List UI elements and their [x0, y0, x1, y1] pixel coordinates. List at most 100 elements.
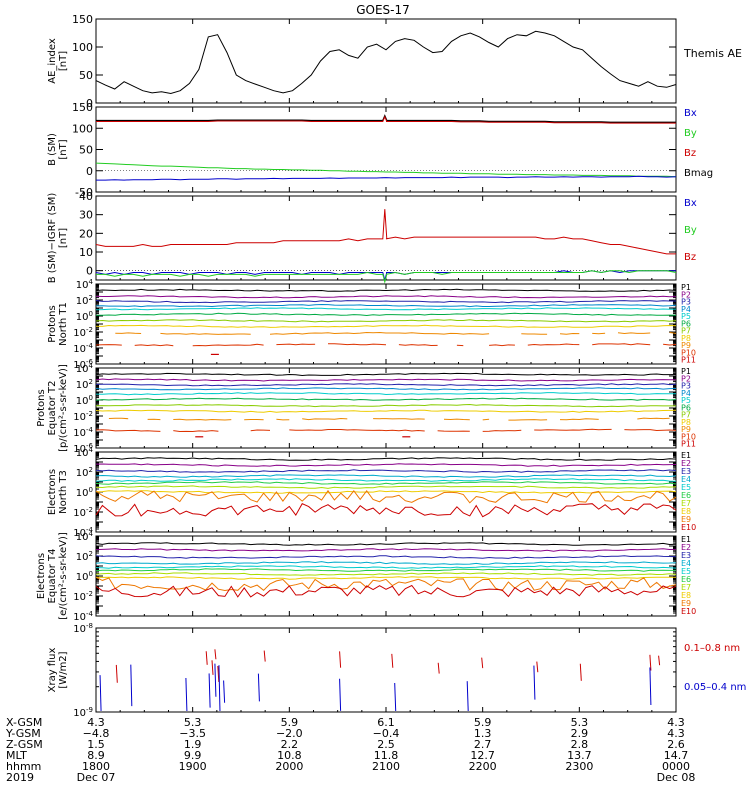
y-tick-label: 104 [76, 362, 94, 375]
channel-line-p9 [373, 418, 425, 420]
y-tick-label: 10-2 [73, 410, 93, 423]
axis-row-label: Y-GSM [5, 727, 41, 740]
axis-cell: 14.7 [664, 749, 689, 762]
legend-entry: 0.05–0.4 nm [684, 682, 746, 693]
xray-long-segment [391, 653, 394, 668]
legend-entry-p7: P7 [681, 327, 691, 336]
channel-line-p2 [95, 378, 677, 382]
y-tick-label: 10-9 [73, 706, 93, 719]
axis-cell: 11.8 [374, 749, 399, 762]
legend-entry-p8: P8 [681, 334, 691, 343]
y-tick-label: 100 [72, 122, 93, 135]
y-tick-label: 10-2 [73, 590, 93, 603]
y-tick-label: 10-2 [73, 506, 93, 519]
channel-line-p3 [95, 300, 676, 304]
legend-entry: Bz [684, 252, 696, 263]
channel-line-p10 [289, 429, 425, 432]
channel-line-p10 [489, 344, 515, 347]
legend-entry-e2: E2 [681, 459, 691, 468]
panel-7: Electrons Equator T4 [e/(cm²-s-sr-keV)] 104… [36, 530, 696, 623]
channel-line-p10 [95, 344, 122, 346]
channel-line-e9 [95, 489, 677, 504]
axis-cell: 2100 [372, 760, 400, 773]
axis-cell: 1800 [82, 760, 110, 773]
channel-line-p10 [192, 343, 264, 347]
xray-short-segment [214, 663, 217, 697]
axis-cell: 6.1 [377, 716, 395, 729]
xray-long-segment [579, 663, 582, 681]
legend: Themis AE [683, 47, 742, 60]
axis-cell: 2.2 [281, 738, 299, 751]
channel-line-p7 [95, 319, 677, 323]
channel-line-p1 [95, 288, 677, 292]
channel-line-e1 [95, 542, 677, 546]
channel-line-p10 [173, 430, 219, 433]
axis-cell: 5.3 [571, 716, 589, 729]
channel-line-p10 [276, 343, 316, 346]
legend-entry-e7: E7 [681, 583, 691, 592]
legend-entry-p3: P3 [681, 298, 691, 307]
legend-entry-p3: P3 [681, 382, 691, 391]
channel-line-p9 [160, 332, 251, 335]
axis-cell: −4.8 [83, 727, 110, 740]
y-axis-label: North T3 [58, 470, 69, 514]
series-line-bx [96, 175, 677, 181]
axis-cell: 2.7 [474, 738, 492, 751]
channel-line-p6 [95, 397, 677, 401]
y-axis-label: North T1 [58, 302, 69, 346]
y-tick-label: 0 [86, 265, 93, 278]
y-tick-label: 100 [76, 310, 93, 323]
xray-long-segment [437, 662, 440, 674]
y-tick-label: 102 [76, 294, 93, 307]
panel-3: B (SM)−IGRF (SM) [nT] 0 10 20 30 40 Bx By Bz [47, 190, 697, 284]
axis-cell: 4.3 [87, 716, 105, 729]
axis-cell: 13.7 [567, 749, 592, 762]
channel-line-e8 [95, 490, 677, 494]
legend-entry: 0.1–0.8 nm [684, 643, 740, 654]
channel-line-p6 [95, 312, 677, 317]
channel-line-e10 [95, 584, 677, 598]
axis-cell: Dec 07 [77, 771, 116, 784]
axis-cell: 4.3 [667, 727, 685, 740]
channel-line-p9 [617, 332, 651, 335]
legend-entry-e9: E9 [681, 515, 691, 524]
channel-line-p10 [482, 429, 522, 432]
y-axis-label: Protons [47, 305, 58, 342]
y-tick-label: 100 [76, 486, 93, 499]
channel-line-p5 [95, 307, 677, 311]
axis-cell: 8.9 [87, 749, 105, 762]
legend-entry-p2: P2 [681, 290, 691, 299]
y-tick-label: 0 [86, 97, 93, 110]
legend-entry-p4: P4 [681, 389, 691, 398]
legend-entry-p8: P8 [681, 418, 691, 427]
xray-long-segment [214, 649, 217, 660]
series-line-themis-ae [95, 30, 677, 95]
channel-line-e5 [95, 478, 677, 482]
xray-short-segment [466, 681, 469, 712]
y-tick-label: 50 [79, 69, 93, 82]
y-axis-label: B (SM)−IGRF (SM) [47, 193, 58, 284]
y-axis-label: Xray flux [47, 648, 58, 693]
legend-entry: By [684, 225, 697, 236]
channel-line-e7 [95, 485, 677, 489]
axis-cell: 1.9 [184, 738, 202, 751]
channel-line-e2 [95, 548, 677, 552]
legend-entry: Bmag [684, 168, 713, 179]
axis-cell: 2.5 [377, 738, 395, 751]
y-axis-label: [e/(cm²-s-sr-keV)] [58, 532, 69, 620]
axis-cell: 5.9 [474, 716, 492, 729]
channel-line-e3 [95, 469, 677, 473]
channel-line-p9 [269, 331, 490, 335]
legend-entry: Bx [684, 198, 697, 209]
xray-short-segment [339, 678, 342, 711]
axis-cell: 5.9 [281, 716, 299, 729]
y-tick-label: 104 [76, 530, 94, 543]
channel-line-e3 [95, 555, 677, 559]
xray-short-segment [218, 665, 221, 712]
y-axis-label: AE_index [47, 38, 58, 84]
channel-line-p9 [443, 418, 470, 421]
legend-entry-e4: E4 [681, 559, 691, 568]
